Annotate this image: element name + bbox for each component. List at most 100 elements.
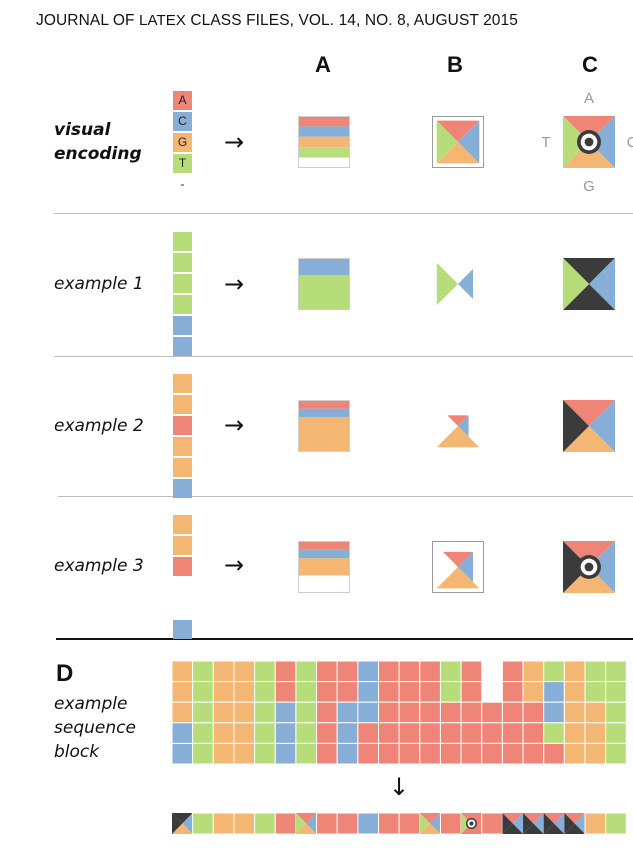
quadrant-g bbox=[563, 284, 615, 310]
block-cell-g bbox=[563, 660, 586, 683]
summary-cell-a bbox=[481, 812, 503, 835]
row-label-example-2: example 2 bbox=[54, 416, 144, 436]
block-cell-t bbox=[295, 722, 318, 744]
base-label-top: A bbox=[583, 90, 594, 107]
block-cell-a bbox=[460, 722, 483, 744]
block-cell-g bbox=[522, 681, 545, 703]
block-cell-a bbox=[398, 742, 421, 765]
summary-glyph bbox=[419, 813, 441, 834]
block-cell-c bbox=[543, 681, 565, 703]
block-cell-c bbox=[543, 701, 565, 724]
summary-cell-a bbox=[378, 812, 400, 835]
block-cell-c bbox=[357, 660, 380, 683]
encoding-a-frame bbox=[298, 258, 350, 310]
example-sequence-column bbox=[173, 232, 192, 356]
block-cell-c bbox=[274, 742, 297, 765]
stack-segment-t bbox=[298, 147, 350, 158]
block-cell-a bbox=[336, 660, 359, 683]
block-cell-a bbox=[316, 742, 338, 765]
summary-quadrant-a bbox=[523, 813, 544, 824]
block-cell-t bbox=[605, 681, 627, 703]
row-separator bbox=[58, 496, 633, 497]
block-cell-a bbox=[316, 660, 338, 683]
sequence-cell-c bbox=[173, 337, 192, 356]
summary-cell-t bbox=[192, 812, 214, 835]
block-cell-a bbox=[522, 701, 545, 724]
summary-quadrant-c bbox=[306, 813, 317, 834]
triangle-a bbox=[447, 415, 469, 426]
summary-quadrant-g bbox=[172, 823, 193, 834]
block-cell-a bbox=[378, 701, 400, 724]
block-cell-g bbox=[563, 681, 586, 703]
block-cell-c bbox=[171, 722, 194, 744]
sequence-cell-g bbox=[173, 395, 192, 414]
block-cell-a bbox=[316, 681, 338, 703]
block-cell-g bbox=[522, 660, 545, 683]
summary-quadrant-c bbox=[430, 813, 441, 834]
summary-cell-a bbox=[274, 812, 297, 835]
triangle-a bbox=[442, 551, 474, 567]
block-cell-t bbox=[584, 681, 607, 703]
block-cell-a bbox=[419, 722, 441, 744]
row-label-visual-encoding: visual encoding bbox=[54, 118, 142, 166]
arrow-right: → bbox=[224, 128, 245, 156]
quadrant-c bbox=[589, 258, 615, 310]
quadrant-t bbox=[563, 116, 589, 168]
encoding-a-stacked-bar bbox=[298, 400, 350, 452]
latex-logo: LATEX bbox=[139, 12, 186, 29]
block-cell-a bbox=[336, 681, 359, 703]
sequence-cell-c bbox=[173, 620, 192, 639]
stack-segment-c bbox=[298, 408, 350, 418]
block-cell-t bbox=[254, 660, 276, 683]
block-cell-t bbox=[605, 701, 627, 724]
quadrant-t bbox=[563, 541, 589, 593]
summary-quadrant-g bbox=[523, 823, 544, 834]
block-cell-a bbox=[543, 742, 565, 765]
sequence-cell-g bbox=[173, 437, 192, 456]
quadrant-c bbox=[589, 116, 615, 168]
block-cell-c bbox=[336, 722, 359, 744]
summary-quadrant-g bbox=[419, 823, 441, 834]
block-cell-a bbox=[501, 660, 524, 683]
block-cell-g bbox=[212, 742, 235, 765]
block-cell-g bbox=[233, 681, 256, 703]
encoding-b-triangle-glyph bbox=[432, 116, 484, 168]
block-cell-g bbox=[171, 660, 194, 683]
sequence-cell-t bbox=[173, 274, 192, 293]
block-cell-g bbox=[584, 742, 607, 765]
sequence-cell-g bbox=[173, 536, 192, 555]
column-heading-c: C bbox=[582, 52, 598, 77]
quadrant-a bbox=[563, 116, 615, 142]
block-cell-g bbox=[233, 660, 256, 683]
block-cell-c bbox=[357, 681, 380, 703]
summary-glyph bbox=[543, 813, 565, 834]
quadrant-g bbox=[563, 567, 615, 593]
sequence-cell-a bbox=[173, 416, 192, 435]
legend-cell-t: T bbox=[173, 154, 192, 173]
block-cell-t bbox=[295, 701, 318, 724]
section-d-description: example sequence block bbox=[54, 692, 136, 764]
row-label-line: visual bbox=[54, 120, 111, 140]
block-cell-g bbox=[563, 722, 586, 744]
summary-quadrant-t bbox=[172, 813, 183, 834]
encoding-c-presence-glyph bbox=[563, 258, 615, 310]
encoding-a-frame bbox=[298, 400, 350, 452]
summary-cell-a bbox=[316, 812, 338, 835]
encoding-c-presence-glyph bbox=[563, 541, 615, 593]
encoding-a-stacked-bar bbox=[298, 258, 350, 310]
sequence-cell-g bbox=[173, 458, 192, 477]
block-cell-g bbox=[212, 722, 235, 744]
stack-segment-g bbox=[298, 136, 350, 148]
stack-segment-a bbox=[298, 541, 350, 550]
quadrant-g bbox=[563, 426, 615, 452]
block-cell-g bbox=[212, 701, 235, 724]
block-cell-c bbox=[336, 742, 359, 765]
example-sequence-column bbox=[173, 374, 192, 498]
block-cell-g bbox=[233, 722, 256, 744]
block-cell-g bbox=[171, 681, 194, 703]
gap-ring-inner bbox=[584, 562, 594, 572]
block-cell-t bbox=[543, 660, 565, 683]
summary-quadrant-t bbox=[564, 813, 575, 834]
summary-cell-c bbox=[357, 812, 380, 835]
summary-gap-ring-inner bbox=[469, 821, 474, 826]
